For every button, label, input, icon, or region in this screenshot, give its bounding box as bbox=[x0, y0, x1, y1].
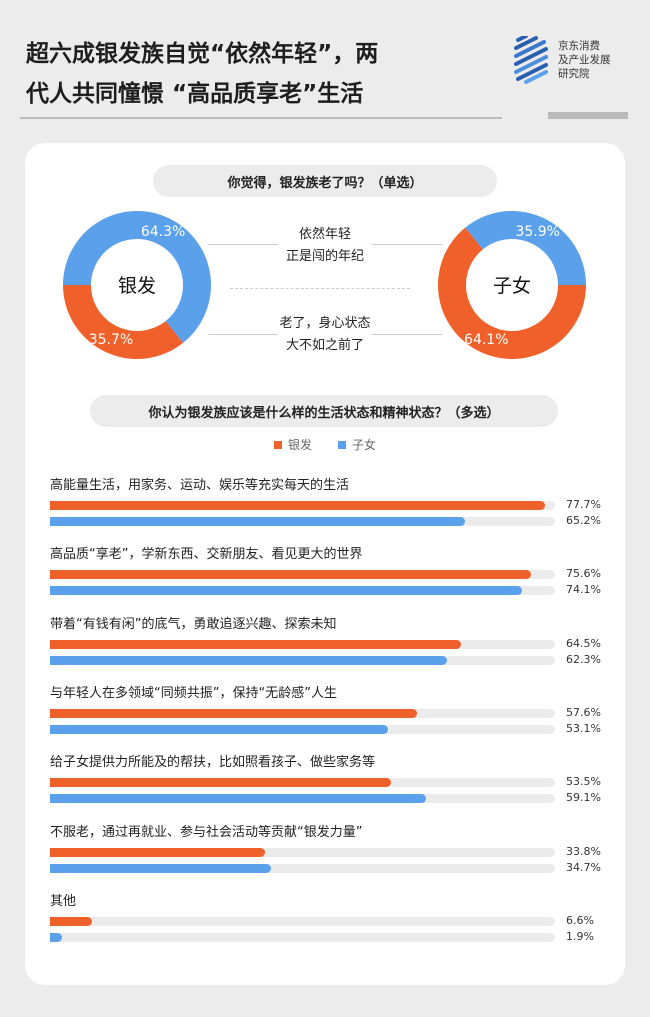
slice-label: 35.9% bbox=[515, 224, 559, 240]
connector-line bbox=[208, 334, 278, 335]
bar-zinv bbox=[50, 655, 447, 665]
bar-value-label: 1.9% bbox=[566, 929, 594, 943]
donut-center-label: 子女 bbox=[493, 275, 531, 297]
bar-yinfa bbox=[50, 570, 532, 580]
option-old: 老了，身心状态 大不如之前了 bbox=[255, 313, 395, 357]
legend-label: 银发 bbox=[287, 438, 312, 452]
bar-track bbox=[50, 778, 555, 788]
bar-value-label: 33.8% bbox=[566, 844, 601, 858]
option-young: 依然年轻正是闯的年纪 bbox=[255, 224, 395, 268]
bar-zinv bbox=[50, 586, 522, 596]
category-label: 带着“有钱有闲”的底气，勇敢追逐兴趣、探索未知 bbox=[50, 616, 337, 632]
bar-value-label: 74.1% bbox=[566, 583, 601, 597]
bar-value-label: 53.5% bbox=[566, 775, 601, 789]
connector-line bbox=[208, 244, 278, 245]
logo-stripes-icon bbox=[514, 36, 548, 84]
bar-value-label: 34.7% bbox=[566, 860, 601, 874]
legend-item: 银发 bbox=[273, 436, 312, 453]
donut-center-label: 银发 bbox=[118, 275, 156, 297]
bar-track bbox=[50, 708, 555, 718]
bar-value-label: 77.7% bbox=[566, 498, 601, 511]
logo: 京东消费及产业发展研究院 bbox=[512, 36, 611, 84]
bar-track bbox=[50, 916, 555, 926]
donut-slice bbox=[465, 211, 586, 285]
bar-yinfa bbox=[50, 847, 266, 857]
legend-label: 子女 bbox=[352, 438, 377, 452]
option-text: 老了，身心状态 bbox=[279, 316, 371, 331]
legend-item: 子女 bbox=[338, 436, 376, 453]
category-label: 与年轻人在多领域“同频共振”，保持“无龄感”人生 bbox=[50, 685, 337, 701]
connector-line bbox=[372, 244, 442, 245]
connector-line bbox=[372, 334, 442, 335]
page-title: 超六成银发族自觉“依然年轻”，两 代人共同憧憬 “高品质享老”生活 bbox=[26, 34, 496, 114]
slice-label: 64.1% bbox=[464, 332, 508, 348]
divider bbox=[20, 117, 502, 119]
bar-track bbox=[50, 863, 555, 873]
bar-yinfa bbox=[50, 916, 93, 926]
bar-track bbox=[50, 847, 555, 857]
dashed-divider bbox=[230, 288, 410, 289]
logo-text: 及产业发展 bbox=[558, 54, 611, 66]
bar-value-label: 62.3% bbox=[566, 652, 601, 666]
option-text: 大不如之前了 bbox=[285, 338, 364, 353]
slice-label: 35.7% bbox=[89, 332, 133, 348]
logo-text: 研究院 bbox=[558, 68, 590, 80]
category-label: 高能量生活，用家务、运动、娱乐等充实每天的生活 bbox=[50, 478, 350, 493]
legend: 银发 子女 bbox=[0, 436, 650, 453]
bar-zinv bbox=[50, 794, 427, 804]
bar-value-label: 64.5% bbox=[566, 636, 601, 650]
legend-swatch bbox=[338, 441, 346, 449]
donut-slice bbox=[438, 227, 586, 360]
bar-zinv bbox=[50, 724, 389, 734]
bar-yinfa bbox=[50, 778, 391, 788]
title-line: 代人共同憧憬 “高品质享老”生活 bbox=[26, 81, 364, 107]
donut-slice bbox=[63, 285, 184, 359]
option-text: 正是闯的年纪 bbox=[285, 249, 364, 264]
bar-zinv bbox=[50, 863, 271, 873]
category-label: 不服老，通过再就业、参与社会活动等贡献“银发力量” bbox=[50, 824, 363, 840]
bar-yinfa bbox=[50, 639, 461, 649]
option-text: 依然年轻 bbox=[298, 227, 351, 242]
title-line: 超六成银发族自觉“依然年轻”，两 bbox=[26, 41, 379, 67]
bar-track bbox=[50, 932, 555, 942]
logo-text: 京东消费 bbox=[558, 40, 600, 52]
q1-question: 你觉得，银发族老了吗？（单选） bbox=[153, 165, 497, 197]
q2-question: 你认为银发族应该是什么样的生活状态和精神状态？（多选） bbox=[90, 395, 558, 427]
bar-track bbox=[50, 517, 555, 526]
donut-slice bbox=[63, 211, 212, 343]
bar-zinv bbox=[50, 932, 63, 942]
category-label: 给子女提供力所能及的帮扶，比如照看孩子、做些家务等 bbox=[50, 755, 376, 771]
content-card bbox=[25, 143, 625, 985]
bar-zinv bbox=[50, 517, 466, 526]
bar-track bbox=[50, 794, 555, 804]
bar-track bbox=[50, 724, 555, 734]
bar-value-label: 6.6% bbox=[566, 913, 594, 927]
bar-yinfa bbox=[50, 501, 545, 510]
category-label: 其他 bbox=[50, 893, 77, 909]
bar-yinfa bbox=[50, 708, 417, 718]
slice-label: 64.3% bbox=[141, 224, 185, 240]
bar-value-label: 75.6% bbox=[566, 567, 601, 581]
bar-value-label: 53.1% bbox=[566, 721, 601, 735]
divider-accent bbox=[548, 112, 628, 119]
bar-track bbox=[50, 570, 555, 580]
bar-track bbox=[50, 655, 555, 665]
bar-value-label: 65.2% bbox=[566, 514, 601, 527]
bar-track bbox=[50, 501, 555, 510]
bar-track bbox=[50, 586, 555, 596]
bar-value-label: 59.1% bbox=[566, 791, 601, 805]
category-label: 高品质“享老”，学新东西、交新朋友、看见更大的世界 bbox=[50, 547, 363, 563]
legend-swatch bbox=[273, 441, 282, 449]
bar-value-label: 57.6% bbox=[566, 705, 601, 719]
bar-track bbox=[50, 639, 555, 649]
